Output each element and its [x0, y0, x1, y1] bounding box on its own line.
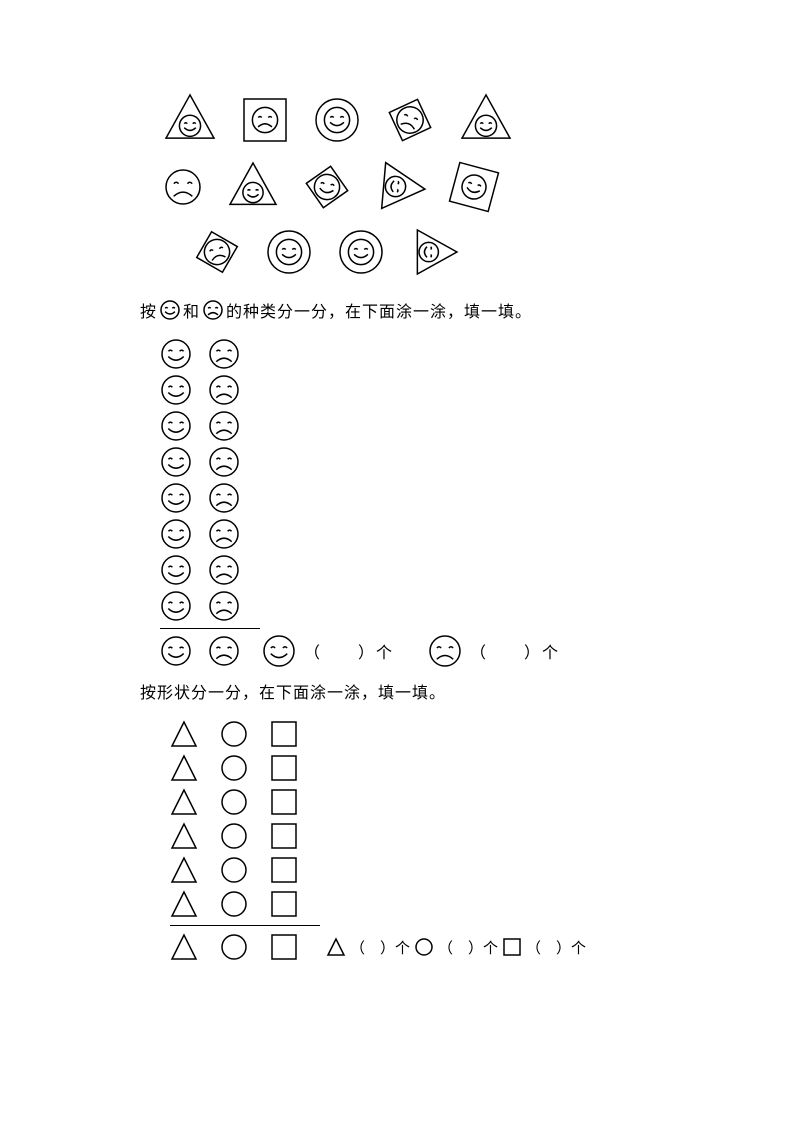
tally-row — [170, 717, 660, 751]
tally-row — [170, 853, 660, 887]
shapes-row — [190, 224, 660, 280]
tally-separator — [170, 925, 320, 926]
square-icon — [270, 822, 298, 850]
shape-answers: （ ）个 （ ）个 （ ）个 — [326, 937, 586, 958]
shapes-row — [160, 90, 660, 150]
instr1-mid: 和 — [183, 298, 200, 322]
triangle-icon — [170, 890, 198, 918]
tally-row — [160, 588, 660, 624]
answer-blank: （ ）个 — [438, 937, 498, 958]
face-frown-icon — [160, 164, 206, 210]
tally-row — [160, 372, 660, 408]
face-tally-chart: （ ）个 （ ）个 — [160, 336, 660, 669]
tally-row — [160, 336, 660, 372]
circle-icon — [414, 937, 434, 957]
smile-face-icon — [160, 338, 192, 370]
circle-icon — [220, 788, 248, 816]
smile-face-icon — [160, 410, 192, 442]
answer-blank: （ ）个 — [304, 639, 394, 663]
instruction-2: 按形状分一分，在下面涂一涂，填一填。 — [140, 679, 660, 703]
triangle-smile-icon — [224, 158, 282, 216]
triangle-icon — [170, 754, 198, 782]
tally-header-row: （ ）个 （ ）个 — [160, 633, 660, 669]
frown-face-icon — [208, 410, 240, 442]
triangle-smile-icon — [372, 158, 430, 216]
shape-tally-chart: （ ）个 （ ）个 （ ）个 — [170, 717, 660, 964]
tally-row — [160, 408, 660, 444]
circle-smile-icon — [334, 225, 388, 279]
square-icon — [270, 754, 298, 782]
tally-row — [160, 552, 660, 588]
instr1-prefix: 按 — [140, 298, 157, 322]
triangle-icon — [170, 788, 198, 816]
diamond-frown-icon — [190, 225, 244, 279]
circle-icon — [220, 856, 248, 884]
instr1-suffix: 的种类分一分，在下面涂一涂，填一填。 — [226, 298, 532, 322]
circle-icon — [220, 890, 248, 918]
smile-face-icon — [160, 590, 192, 622]
frown-face-icon — [208, 482, 240, 514]
circle-icon — [220, 933, 248, 961]
frown-face-icon — [208, 374, 240, 406]
frown-face-icon — [202, 299, 224, 321]
triangle-icon — [170, 856, 198, 884]
triangle-icon — [170, 822, 198, 850]
frown-face-icon — [208, 635, 240, 667]
triangle-icon — [170, 933, 198, 961]
tally-row — [170, 887, 660, 921]
square-frown-icon — [238, 93, 292, 147]
smile-face-icon — [262, 634, 296, 668]
circle-icon — [220, 754, 248, 782]
frown-face-icon — [208, 338, 240, 370]
triangle-smile-icon — [160, 90, 220, 150]
tally-header-row: （ ）个 （ ）个 （ ）个 — [170, 930, 660, 964]
diamond-frown-icon — [382, 92, 438, 148]
tally-separator — [160, 628, 260, 629]
face-answers: （ ）个 （ ）个 — [262, 634, 586, 668]
tally-row — [160, 516, 660, 552]
triangle-icon — [326, 937, 346, 957]
square-icon — [270, 856, 298, 884]
answer-blank: （ ）个 — [470, 639, 560, 663]
frown-face-icon — [208, 518, 240, 550]
frown-face-icon — [428, 634, 462, 668]
square-icon — [502, 937, 522, 957]
smile-face-icon — [160, 518, 192, 550]
smile-face-icon — [160, 635, 192, 667]
smile-face-icon — [160, 374, 192, 406]
smile-face-icon — [160, 446, 192, 478]
answer-blank: （ ）个 — [526, 937, 586, 958]
instr2-text: 按形状分一分，在下面涂一涂，填一填。 — [140, 679, 446, 703]
tally-row — [160, 480, 660, 516]
triangle-smile-icon — [406, 224, 462, 280]
circle-smile-icon — [310, 93, 364, 147]
square-icon — [270, 933, 298, 961]
square-icon — [270, 788, 298, 816]
square-icon — [270, 720, 298, 748]
diamond-smile-icon — [300, 160, 354, 214]
triangle-smile-icon — [456, 90, 516, 150]
tally-row — [160, 444, 660, 480]
tally-row — [170, 751, 660, 785]
smile-face-icon — [160, 482, 192, 514]
shapes-row — [160, 158, 660, 216]
tally-row — [170, 785, 660, 819]
top-shapes-area — [160, 90, 660, 280]
square-smile-icon — [448, 161, 500, 213]
frown-face-icon — [208, 554, 240, 586]
circle-smile-icon — [262, 225, 316, 279]
worksheet-page: 按 和 的种类分一分，在下面涂一涂，填一填。 （ ）个 （ ）个 按形状分一分，在… — [0, 0, 660, 964]
triangle-icon — [170, 720, 198, 748]
smile-face-icon — [159, 299, 181, 321]
instruction-1: 按 和 的种类分一分，在下面涂一涂，填一填。 — [140, 298, 660, 322]
smile-face-icon — [160, 554, 192, 586]
tally-row — [170, 819, 660, 853]
square-icon — [270, 890, 298, 918]
frown-face-icon — [208, 446, 240, 478]
answer-blank: （ ）个 — [350, 937, 410, 958]
circle-icon — [220, 822, 248, 850]
frown-face-icon — [208, 590, 240, 622]
circle-icon — [220, 720, 248, 748]
